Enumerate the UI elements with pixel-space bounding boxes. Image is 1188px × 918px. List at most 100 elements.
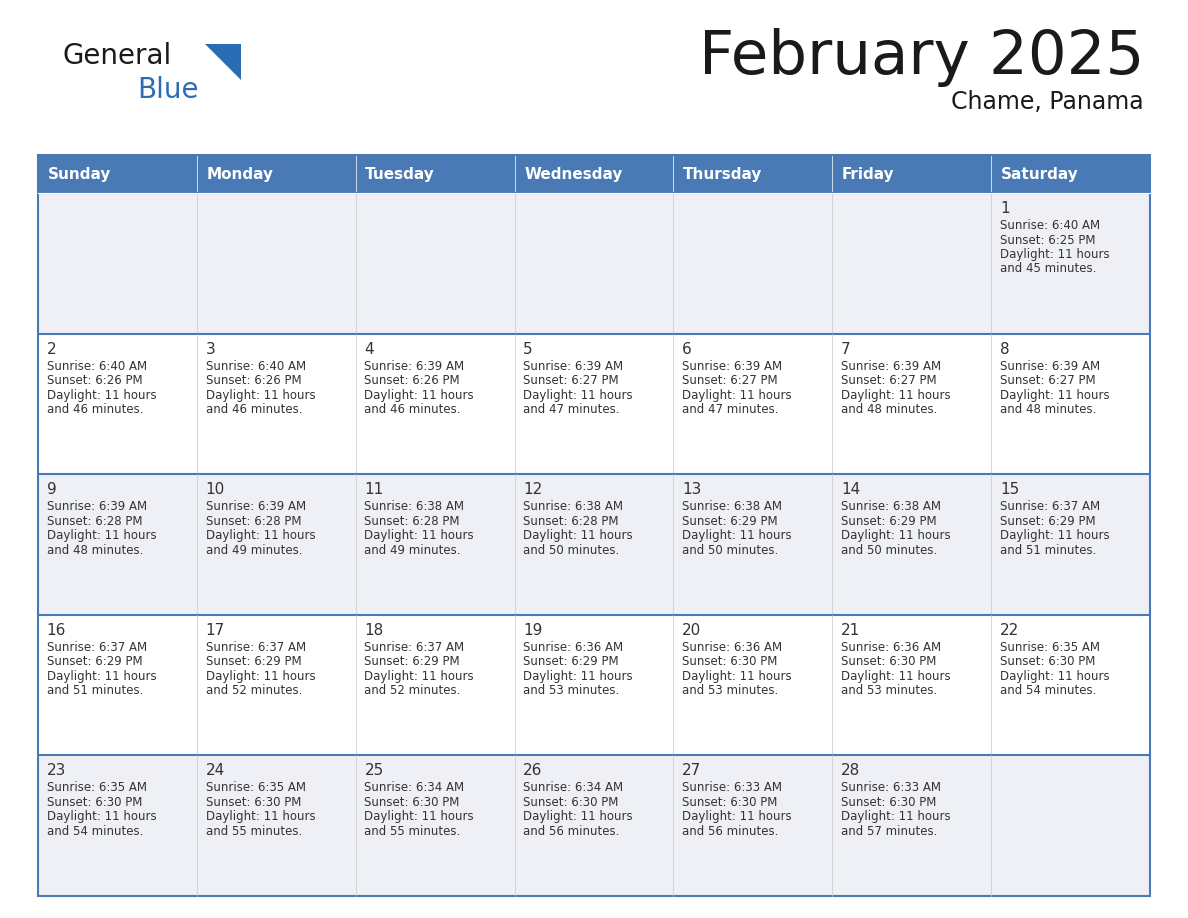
Text: Sunrise: 6:37 AM: Sunrise: 6:37 AM xyxy=(365,641,465,654)
Bar xyxy=(674,155,833,193)
Text: Sunset: 6:27 PM: Sunset: 6:27 PM xyxy=(682,375,778,387)
Bar xyxy=(514,155,674,193)
Text: and 47 minutes.: and 47 minutes. xyxy=(523,403,620,416)
Bar xyxy=(197,475,355,615)
Bar xyxy=(38,756,197,896)
Text: Sunrise: 6:39 AM: Sunrise: 6:39 AM xyxy=(523,360,624,373)
Text: Daylight: 11 hours: Daylight: 11 hours xyxy=(1000,388,1110,401)
Text: 24: 24 xyxy=(206,764,225,778)
Text: Daylight: 11 hours: Daylight: 11 hours xyxy=(523,670,633,683)
Bar xyxy=(514,193,674,333)
Text: 20: 20 xyxy=(682,622,701,638)
Bar xyxy=(355,155,514,193)
Bar xyxy=(991,756,1150,896)
Bar xyxy=(38,155,1150,896)
Text: Sunset: 6:27 PM: Sunset: 6:27 PM xyxy=(841,375,936,387)
Text: Sunset: 6:30 PM: Sunset: 6:30 PM xyxy=(682,655,777,668)
Text: Daylight: 11 hours: Daylight: 11 hours xyxy=(206,670,315,683)
Text: Saturday: Saturday xyxy=(1000,166,1079,182)
Text: and 50 minutes.: and 50 minutes. xyxy=(523,543,620,556)
Bar xyxy=(991,615,1150,756)
Text: Sunset: 6:30 PM: Sunset: 6:30 PM xyxy=(46,796,143,809)
Text: Daylight: 11 hours: Daylight: 11 hours xyxy=(841,811,950,823)
Text: Sunrise: 6:35 AM: Sunrise: 6:35 AM xyxy=(206,781,305,794)
Text: Daylight: 11 hours: Daylight: 11 hours xyxy=(1000,248,1110,261)
Text: Sunset: 6:27 PM: Sunset: 6:27 PM xyxy=(523,375,619,387)
Bar xyxy=(355,756,514,896)
Bar xyxy=(355,475,514,615)
Text: Daylight: 11 hours: Daylight: 11 hours xyxy=(1000,670,1110,683)
Bar xyxy=(514,333,674,475)
Text: Sunset: 6:30 PM: Sunset: 6:30 PM xyxy=(365,796,460,809)
Text: and 53 minutes.: and 53 minutes. xyxy=(841,684,937,698)
Bar xyxy=(197,615,355,756)
Text: Sunset: 6:28 PM: Sunset: 6:28 PM xyxy=(206,515,301,528)
Bar xyxy=(674,193,833,333)
Text: Daylight: 11 hours: Daylight: 11 hours xyxy=(46,670,157,683)
Bar xyxy=(991,193,1150,333)
Text: 6: 6 xyxy=(682,341,691,356)
Bar xyxy=(833,333,991,475)
Text: Sunset: 6:29 PM: Sunset: 6:29 PM xyxy=(682,515,778,528)
Text: Sunrise: 6:36 AM: Sunrise: 6:36 AM xyxy=(682,641,782,654)
Text: Daylight: 11 hours: Daylight: 11 hours xyxy=(365,388,474,401)
Bar xyxy=(197,155,355,193)
Text: Sunrise: 6:35 AM: Sunrise: 6:35 AM xyxy=(1000,641,1100,654)
Text: Daylight: 11 hours: Daylight: 11 hours xyxy=(523,811,633,823)
Text: Sunset: 6:29 PM: Sunset: 6:29 PM xyxy=(523,655,619,668)
Bar xyxy=(674,333,833,475)
Text: 9: 9 xyxy=(46,482,57,498)
Text: Daylight: 11 hours: Daylight: 11 hours xyxy=(523,388,633,401)
Text: Daylight: 11 hours: Daylight: 11 hours xyxy=(206,388,315,401)
Text: Daylight: 11 hours: Daylight: 11 hours xyxy=(841,388,950,401)
Text: Sunrise: 6:35 AM: Sunrise: 6:35 AM xyxy=(46,781,147,794)
Bar xyxy=(355,615,514,756)
Text: Sunset: 6:29 PM: Sunset: 6:29 PM xyxy=(841,515,936,528)
Text: and 51 minutes.: and 51 minutes. xyxy=(1000,543,1097,556)
Text: 7: 7 xyxy=(841,341,851,356)
Text: Daylight: 11 hours: Daylight: 11 hours xyxy=(365,811,474,823)
Bar xyxy=(833,155,991,193)
Text: 8: 8 xyxy=(1000,341,1010,356)
Text: Sunrise: 6:40 AM: Sunrise: 6:40 AM xyxy=(46,360,147,373)
Text: Daylight: 11 hours: Daylight: 11 hours xyxy=(841,529,950,543)
Text: Sunset: 6:29 PM: Sunset: 6:29 PM xyxy=(46,655,143,668)
Bar xyxy=(833,756,991,896)
Bar xyxy=(514,475,674,615)
Text: Sunset: 6:30 PM: Sunset: 6:30 PM xyxy=(206,796,301,809)
Text: Sunrise: 6:38 AM: Sunrise: 6:38 AM xyxy=(682,500,782,513)
Text: Sunrise: 6:34 AM: Sunrise: 6:34 AM xyxy=(365,781,465,794)
Text: 1: 1 xyxy=(1000,201,1010,216)
Text: Daylight: 11 hours: Daylight: 11 hours xyxy=(46,811,157,823)
Text: Chame, Panama: Chame, Panama xyxy=(952,90,1144,114)
Text: and 52 minutes.: and 52 minutes. xyxy=(206,684,302,698)
Text: and 54 minutes.: and 54 minutes. xyxy=(46,825,143,838)
Text: Wednesday: Wednesday xyxy=(524,166,623,182)
Bar xyxy=(38,193,197,333)
Text: and 48 minutes.: and 48 minutes. xyxy=(1000,403,1097,416)
Text: 16: 16 xyxy=(46,622,67,638)
Bar xyxy=(514,615,674,756)
Text: Sunrise: 6:39 AM: Sunrise: 6:39 AM xyxy=(365,360,465,373)
Text: 28: 28 xyxy=(841,764,860,778)
Text: Sunrise: 6:37 AM: Sunrise: 6:37 AM xyxy=(46,641,147,654)
Text: and 55 minutes.: and 55 minutes. xyxy=(206,825,302,838)
Text: and 54 minutes.: and 54 minutes. xyxy=(1000,684,1097,698)
Text: 27: 27 xyxy=(682,764,701,778)
Text: and 47 minutes.: and 47 minutes. xyxy=(682,403,778,416)
Text: Sunrise: 6:39 AM: Sunrise: 6:39 AM xyxy=(682,360,782,373)
Text: Sunrise: 6:39 AM: Sunrise: 6:39 AM xyxy=(841,360,941,373)
Text: Sunrise: 6:33 AM: Sunrise: 6:33 AM xyxy=(682,781,782,794)
Text: Sunset: 6:28 PM: Sunset: 6:28 PM xyxy=(46,515,143,528)
Text: and 51 minutes.: and 51 minutes. xyxy=(46,684,143,698)
Text: 4: 4 xyxy=(365,341,374,356)
Text: Daylight: 11 hours: Daylight: 11 hours xyxy=(206,529,315,543)
Bar xyxy=(38,333,197,475)
Text: Sunset: 6:30 PM: Sunset: 6:30 PM xyxy=(841,655,936,668)
Text: Sunrise: 6:34 AM: Sunrise: 6:34 AM xyxy=(523,781,624,794)
Bar xyxy=(833,193,991,333)
Text: and 49 minutes.: and 49 minutes. xyxy=(206,543,302,556)
Text: General: General xyxy=(62,42,171,70)
Text: Sunrise: 6:37 AM: Sunrise: 6:37 AM xyxy=(206,641,305,654)
Text: Daylight: 11 hours: Daylight: 11 hours xyxy=(841,670,950,683)
